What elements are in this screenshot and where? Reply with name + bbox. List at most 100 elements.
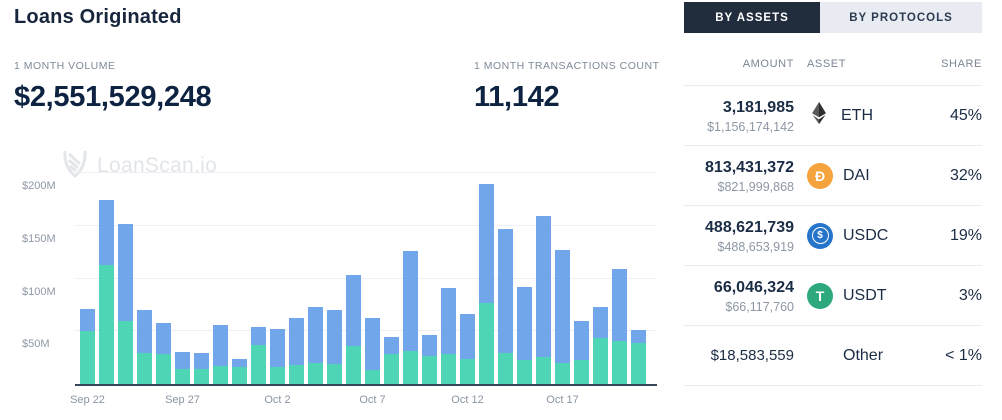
bar-sep-22[interactable]	[80, 309, 95, 384]
teal-segment	[574, 360, 589, 384]
bar-oct-11[interactable]	[441, 288, 456, 384]
blue-segment	[441, 288, 456, 354]
amount-usd-value: $1,156,174,142	[707, 119, 794, 134]
bar-sep-24[interactable]	[118, 224, 133, 384]
teal-segment	[270, 367, 285, 384]
amount-cell: $18,583,559	[684, 346, 794, 365]
bar-oct-2[interactable]	[270, 329, 285, 384]
blue-segment	[137, 310, 152, 353]
blue-segment	[365, 318, 380, 370]
asset-cell: $ USDC	[794, 222, 920, 249]
asset-row-usdc[interactable]: 488,621,739 $488,653,919 $ USDC 19%	[684, 206, 982, 266]
amount-cell: 813,431,372 $821,999,868	[684, 158, 794, 194]
bar-sep-26[interactable]	[156, 323, 171, 384]
blue-segment	[118, 224, 133, 321]
page-title: Loans Originated	[14, 6, 182, 28]
teal-segment	[194, 369, 209, 384]
y-axis-label-150m: $150M	[22, 232, 56, 245]
tab-by-assets[interactable]: BY ASSETS	[684, 2, 820, 33]
teal-segment	[213, 366, 228, 384]
share-cell: 45%	[920, 107, 982, 125]
blue-segment	[498, 229, 513, 353]
bar-sep-25[interactable]	[137, 310, 152, 384]
share-cell: 32%	[920, 167, 982, 185]
asset-row-dai[interactable]: 813,431,372 $821,999,868 Ð DAI 32%	[684, 146, 982, 206]
loan-volume-chart: $50M $100M $150M $200M Sep 22 Sep 27 Oct 2 Oct …	[22, 172, 657, 406]
usdt-icon: T	[807, 282, 833, 309]
asset-row-usdt[interactable]: 66,046,324 $66,117,760 T USDT 3%	[684, 266, 982, 326]
tab-by-protocols[interactable]: BY PROTOCOLS	[820, 2, 982, 33]
bar-oct-21[interactable]	[631, 330, 646, 384]
gridline-100m	[75, 277, 657, 279]
blue-segment	[574, 321, 589, 360]
stat-transactions-label: 1 MONTH TRANSACTIONS COUNT	[474, 60, 660, 72]
teal-segment	[346, 346, 361, 384]
asset-name: ETH	[841, 106, 873, 124]
share-value: 45%	[949, 106, 982, 124]
stat-transactions-count: 1 MONTH TRANSACTIONS COUNT 11,142	[474, 60, 659, 114]
bar-oct-12[interactable]	[460, 314, 475, 384]
loanscan-shield-icon	[60, 147, 90, 185]
blue-segment	[194, 353, 209, 369]
stat-month-volume: 1 MONTH VOLUME $2,551,529,248	[14, 60, 212, 114]
bar-oct-7[interactable]	[365, 318, 380, 384]
blue-segment	[631, 330, 646, 343]
bar-sep-23[interactable]	[99, 200, 114, 384]
blue-segment	[251, 327, 266, 345]
bar-oct-5[interactable]	[327, 310, 342, 384]
bar-sep-29[interactable]	[213, 325, 228, 384]
x-axis-label-oct-17: Oct 17	[546, 394, 579, 406]
y-axis-label-100m: $100M	[22, 285, 56, 298]
teal-segment	[536, 357, 551, 384]
asset-name: USDC	[843, 226, 889, 244]
teal-segment	[327, 364, 342, 384]
teal-segment	[631, 343, 646, 384]
blue-segment	[327, 310, 342, 364]
asset-name: Other	[843, 346, 884, 364]
bar-sep-30[interactable]	[232, 359, 247, 384]
blue-segment	[270, 329, 285, 367]
bar-oct-3[interactable]	[289, 318, 304, 384]
blue-segment	[479, 184, 494, 303]
bar-oct-6[interactable]	[346, 275, 361, 384]
bar-oct-9[interactable]	[403, 251, 418, 384]
asset-table-header: AMOUNT ASSET SHARE	[684, 58, 982, 86]
teal-segment	[460, 359, 475, 384]
asset-cell: T USDT	[794, 282, 920, 309]
asset-name: DAI	[843, 166, 870, 184]
asset-name: USDT	[843, 286, 887, 304]
column-header-asset: ASSET	[807, 58, 847, 70]
asset-table-body: 3,181,985 $1,156,174,142 ETH 45% 813,431,372…	[684, 86, 982, 386]
bar-oct-13[interactable]	[479, 184, 494, 384]
bar-oct-20[interactable]	[612, 269, 627, 384]
gridline-150m	[75, 224, 657, 226]
amount-usd-value: $821,999,868	[717, 179, 794, 194]
bar-oct-4[interactable]	[308, 307, 323, 384]
blue-segment	[80, 309, 95, 331]
bar-oct-8[interactable]	[384, 337, 399, 384]
bar-oct-19[interactable]	[593, 307, 608, 384]
asset-cell: Ð DAI	[794, 162, 920, 189]
bar-oct-17[interactable]	[555, 250, 570, 384]
blue-segment	[403, 251, 418, 351]
teal-segment	[384, 354, 399, 384]
bar-sep-27[interactable]	[175, 352, 190, 384]
blue-segment	[593, 307, 608, 338]
bar-oct-16[interactable]	[536, 216, 551, 384]
blue-segment	[232, 359, 247, 367]
blue-segment	[422, 335, 437, 356]
bar-oct-15[interactable]	[517, 287, 532, 384]
blue-segment	[460, 314, 475, 359]
eth-icon	[807, 101, 831, 130]
asset-row-other[interactable]: $18,583,559 Other < 1%	[684, 326, 982, 386]
bar-oct-10[interactable]	[422, 335, 437, 384]
blue-segment	[346, 275, 361, 346]
share-value: 32%	[949, 166, 982, 184]
bar-oct-14[interactable]	[498, 229, 513, 384]
bar-oct-18[interactable]	[574, 321, 589, 384]
asset-cell: ETH	[794, 101, 920, 130]
asset-row-eth[interactable]: 3,181,985 $1,156,174,142 ETH 45%	[684, 86, 982, 146]
x-axis-label-sep-27: Sep 27	[165, 394, 200, 406]
bar-oct-1[interactable]	[251, 327, 266, 384]
bar-sep-28[interactable]	[194, 353, 209, 384]
